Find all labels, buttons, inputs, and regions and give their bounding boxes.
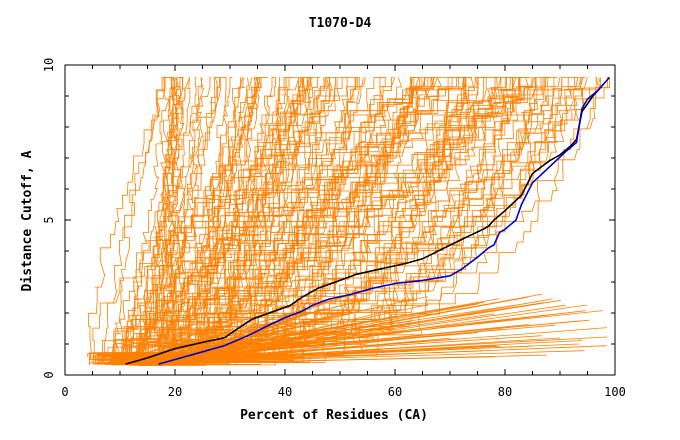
model-curve xyxy=(138,77,349,366)
model-curve xyxy=(88,77,173,361)
model-curve xyxy=(169,77,357,362)
axis-ticks: 0 20 40 60 80 100 0 5 10 xyxy=(42,58,626,399)
model-curve xyxy=(137,312,354,365)
model-curve xyxy=(112,77,603,359)
model-curve xyxy=(114,77,203,360)
black-series-line xyxy=(125,83,605,365)
model-curves xyxy=(87,77,610,366)
model-curve xyxy=(165,77,523,364)
model-curve xyxy=(89,77,250,361)
model-curve xyxy=(152,77,527,364)
model-curve xyxy=(120,293,297,365)
model-curve xyxy=(124,77,225,357)
model-curve xyxy=(110,77,306,363)
model-curve xyxy=(172,354,548,365)
x-tick-label: 0 xyxy=(61,385,68,399)
model-curve xyxy=(132,330,296,365)
model-curve xyxy=(166,304,588,365)
model-curve xyxy=(109,343,579,365)
model-curve xyxy=(100,77,307,358)
model-curve xyxy=(161,77,610,357)
model-curve xyxy=(98,77,166,364)
x-tick-label: 100 xyxy=(604,385,626,399)
model-curve xyxy=(113,77,170,366)
model-curve xyxy=(129,77,259,359)
model-curve xyxy=(125,77,262,362)
model-curve xyxy=(155,77,571,363)
model-curve xyxy=(114,77,579,363)
model-curve xyxy=(152,77,180,364)
model-curve xyxy=(153,303,488,365)
model-curve xyxy=(100,77,170,364)
x-tick-label: 40 xyxy=(278,385,292,399)
model-curve xyxy=(97,77,476,360)
model-curve xyxy=(123,77,243,360)
model-curve xyxy=(109,77,549,358)
model-curve xyxy=(151,77,175,365)
model-curve xyxy=(100,326,340,365)
model-curve xyxy=(126,77,211,365)
model-curve xyxy=(166,77,180,363)
model-curve xyxy=(121,291,362,365)
model-curve xyxy=(155,77,588,365)
model-curve xyxy=(148,77,527,359)
model-curve xyxy=(173,77,403,365)
model-curve xyxy=(171,77,521,360)
y-axis-label: Distance Cutoff, A xyxy=(20,150,35,291)
y-tick-label: 0 xyxy=(42,371,56,378)
model-curve xyxy=(89,77,309,361)
model-curve xyxy=(147,77,241,364)
x-tick-label: 60 xyxy=(388,385,402,399)
model-curve xyxy=(149,303,479,365)
x-tick-label: 80 xyxy=(498,385,512,399)
model-curve xyxy=(123,77,536,358)
model-curve xyxy=(113,77,364,364)
model-curve xyxy=(112,77,310,364)
chart-title: T1070-D4 xyxy=(309,16,372,31)
model-curve xyxy=(149,77,366,366)
x-axis-label: Percent of Residues (CA) xyxy=(240,408,428,423)
model-curve xyxy=(132,77,387,365)
model-curve xyxy=(144,77,586,358)
model-curve xyxy=(174,298,553,365)
model-curve xyxy=(104,77,580,365)
x-tick-label: 20 xyxy=(168,385,182,399)
model-curve xyxy=(133,315,398,365)
model-curve xyxy=(129,77,438,366)
model-curve xyxy=(115,77,479,362)
model-curve xyxy=(116,77,558,363)
y-tick-label: 5 xyxy=(42,216,56,223)
model-curve xyxy=(125,310,353,365)
highlighted-series xyxy=(125,76,611,365)
model-curve xyxy=(98,300,361,365)
model-curve xyxy=(132,77,425,360)
model-curve xyxy=(141,77,538,362)
model-curve xyxy=(112,77,555,361)
model-curve xyxy=(174,312,341,365)
y-tick-label: 10 xyxy=(42,58,56,72)
blue-series-line xyxy=(158,76,611,365)
